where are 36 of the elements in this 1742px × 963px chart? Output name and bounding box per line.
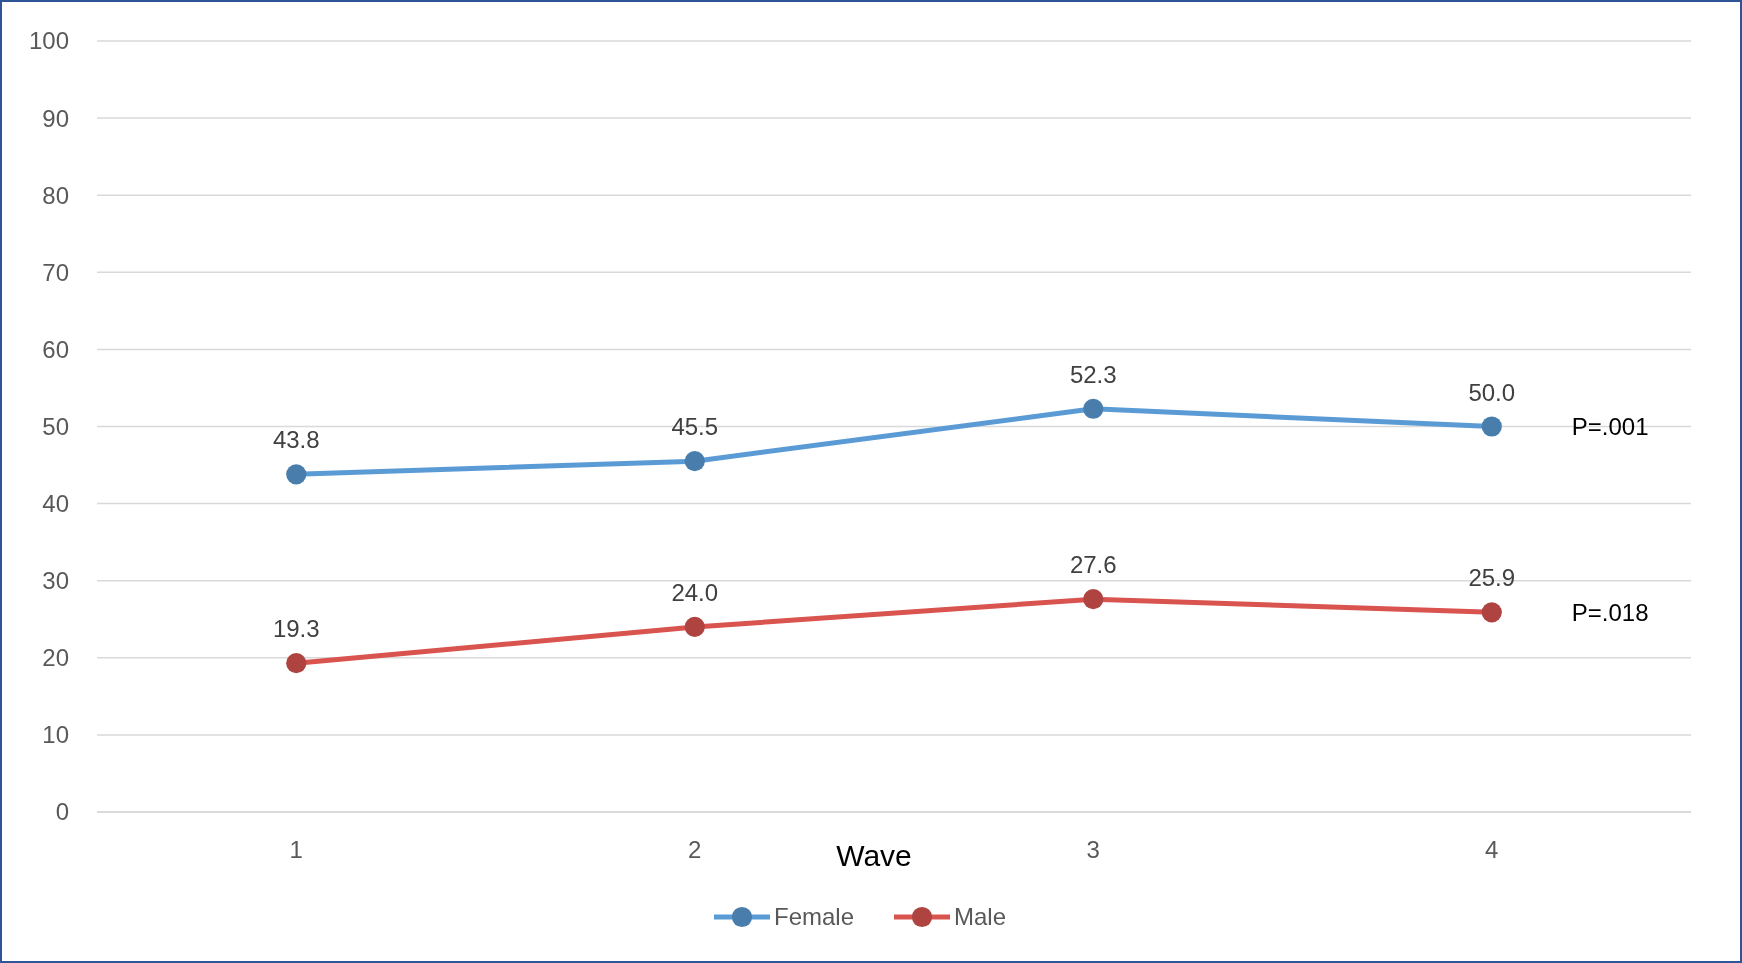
data-label: 50.0 <box>1468 378 1516 406</box>
point <box>1083 589 1104 610</box>
data-label: 19.3 <box>272 615 320 643</box>
annotation: P=.001 <box>1571 412 1649 440</box>
legend-label: Male <box>954 903 1007 931</box>
legend-label: Female <box>774 903 855 931</box>
x-tick-label: 2 <box>688 836 702 863</box>
data-label: 27.6 <box>1069 551 1117 579</box>
y-tick-label: 0 <box>55 798 69 826</box>
point <box>1481 602 1502 623</box>
y-tick-label: 40 <box>42 490 69 517</box>
x-tick-label: 3 <box>1086 836 1100 863</box>
data-label: 52.3 <box>1069 360 1117 388</box>
x-tick-label: 4 <box>1485 836 1499 863</box>
annotation: P=.018 <box>1571 598 1649 626</box>
x-tick-label: 1 <box>289 836 303 863</box>
point <box>286 653 307 674</box>
data-label: 24.0 <box>671 578 719 606</box>
point <box>684 616 705 638</box>
point <box>1083 398 1104 419</box>
point <box>286 464 307 485</box>
y-tick-label: 60 <box>42 335 69 363</box>
y-tick-label: 50 <box>42 412 69 440</box>
x-axis-title: Wave <box>836 839 912 872</box>
point <box>684 451 705 472</box>
data-label: 43.8 <box>272 426 320 454</box>
data-label: 45.5 <box>671 413 719 441</box>
y-tick-label: 90 <box>42 104 69 132</box>
y-tick-label: 80 <box>42 181 69 209</box>
y-tick-label: 20 <box>42 644 69 672</box>
data-label: 25.9 <box>1468 564 1516 592</box>
y-tick-label: 10 <box>42 721 69 749</box>
point <box>1481 416 1502 437</box>
y-tick-label: 30 <box>42 567 69 595</box>
y-tick-label: 100 <box>28 27 69 55</box>
y-tick-label: 70 <box>42 258 69 286</box>
